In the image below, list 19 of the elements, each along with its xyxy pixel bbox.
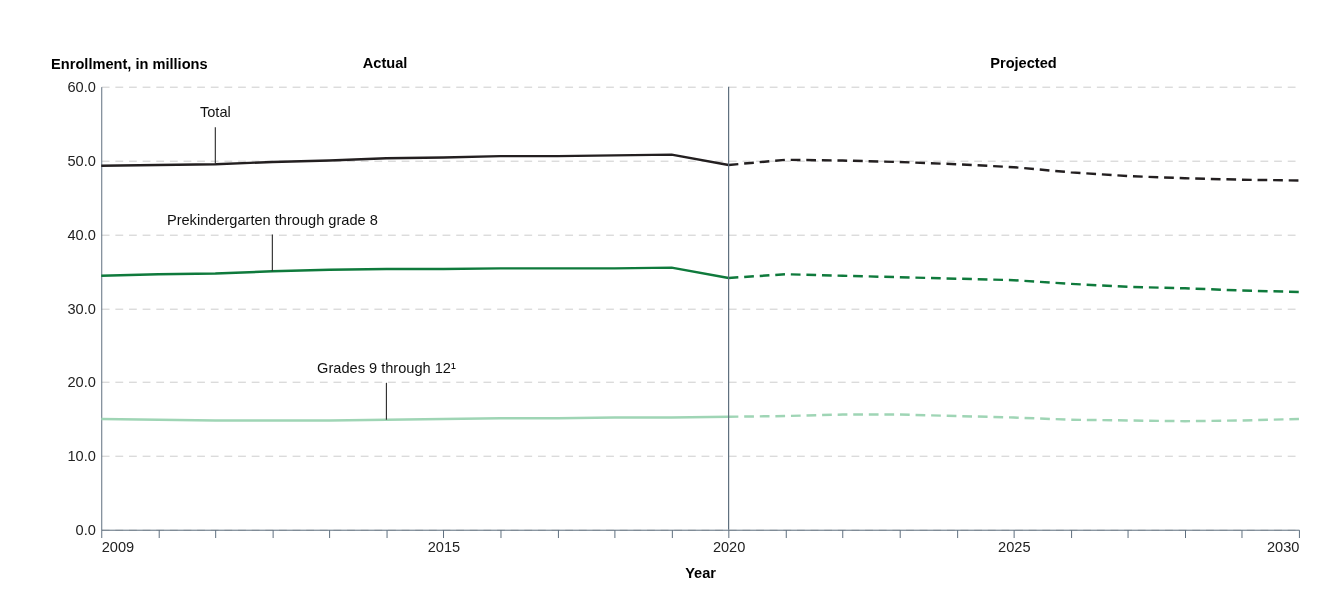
y-tick-label: 60.0 — [67, 79, 96, 96]
text: Actual — [362, 55, 408, 72]
y-tick-label: 10.0 — [67, 448, 96, 465]
text: Projected — [990, 55, 1057, 72]
text: Total — [199, 104, 231, 121]
x-tick-label: 2030 — [1266, 538, 1300, 555]
y-axis-title: Enrollment, in millions — [51, 55, 208, 72]
y-tick-label: 30.0 — [67, 300, 96, 317]
y-tick-label: 40.0 — [67, 226, 96, 243]
text: Grades 9 through 12¹ — [317, 359, 456, 376]
x-tick-label: 2015 — [427, 538, 461, 555]
x-tick-label: 2025 — [998, 538, 1031, 555]
text: Prekindergarten through grade 8 — [166, 211, 378, 228]
x-axis-title: Year — [685, 564, 717, 581]
y-tick-label: 50.0 — [67, 152, 96, 169]
y-tick-label: 20.0 — [67, 374, 96, 391]
x-tick-label: 2020 — [712, 538, 746, 555]
x-tick-label: 2009 — [101, 538, 135, 555]
y-tick-label: 0.0 — [75, 522, 96, 539]
